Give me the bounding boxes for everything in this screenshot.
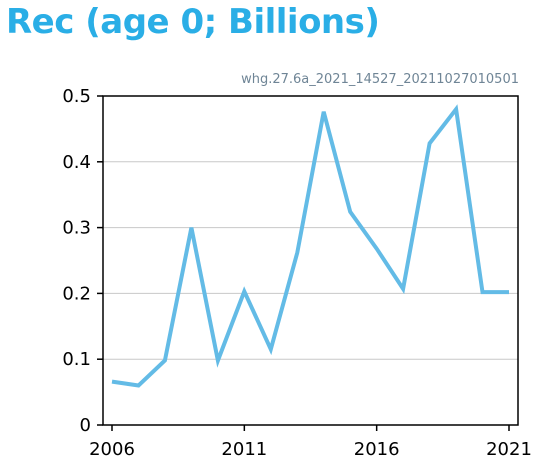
chart-subtitle: whg.27.6a_2021_14527_20211027010501 (241, 72, 519, 87)
series-line (111, 104, 509, 388)
y-tick-label: 0.2 (62, 283, 91, 304)
x-tick-label: 2021 (486, 439, 532, 460)
y-tick-label: 0.4 (62, 152, 91, 173)
data-points (110, 107, 511, 387)
x-tick-label: 2006 (89, 439, 135, 460)
chart-title: Rec (age 0; Billions) (6, 2, 380, 42)
y-tick-label: 0.5 (62, 86, 91, 107)
y-tick-label: 0.3 (62, 218, 91, 239)
y-axis: 0 0.1 0.2 0.3 0.4 0.5 (62, 86, 103, 436)
x-tick-label: 2011 (221, 439, 267, 460)
y-tick-label: 0 (80, 415, 91, 436)
y-tick-label: 0.1 (62, 349, 91, 370)
x-axis: 2006 2011 2016 2021 (89, 425, 532, 460)
grid-lines (103, 161, 518, 360)
x-tick-label: 2016 (354, 439, 400, 460)
plot-frame (102, 95, 519, 426)
